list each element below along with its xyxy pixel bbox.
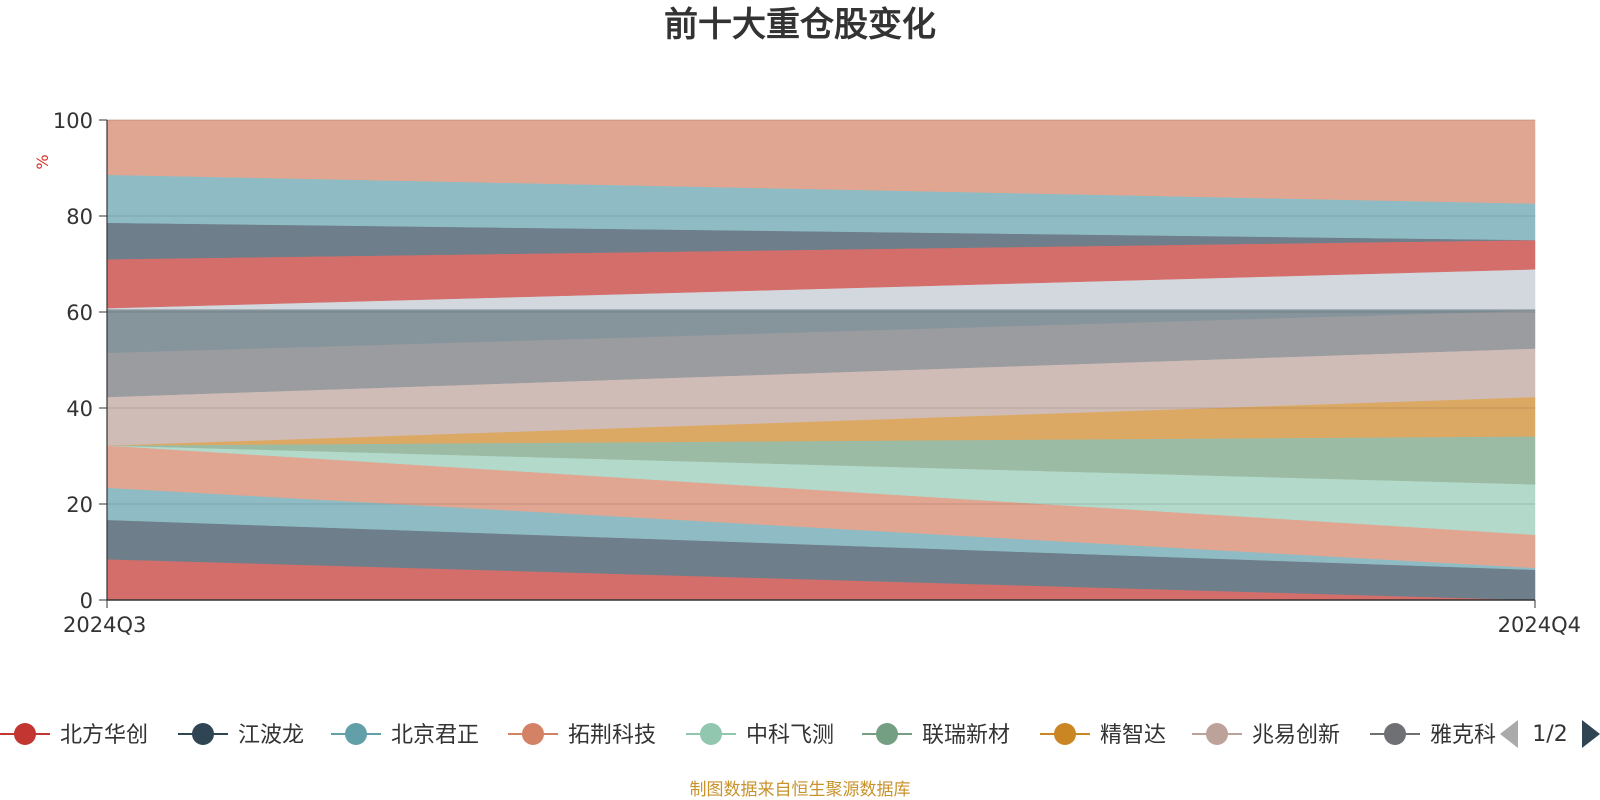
x-tick-label: 2024Q3 — [63, 613, 146, 637]
x-axis: 2024Q3 2024Q4 — [63, 599, 1581, 637]
legend-next-arrow-icon[interactable] — [1582, 720, 1600, 748]
legend: 北方华创 江波龙 北京君正 拓荆科技 中科飞测 联瑞新材 精智达 兆易创新 雅克科 — [0, 723, 1496, 748]
legend-item[interactable]: 北方华创 — [0, 723, 148, 748]
legend-marker-icon — [700, 723, 722, 745]
legend-marker-icon — [522, 723, 544, 745]
legend-marker-icon — [14, 723, 36, 745]
y-axis: 0 20 40 60 80 100 — [53, 109, 108, 613]
legend-marker-icon — [1206, 723, 1228, 745]
legend-item[interactable]: 江波龙 — [178, 723, 304, 748]
legend-label: 雅克科 — [1430, 723, 1496, 748]
legend-item[interactable]: 雅克科 — [1370, 723, 1496, 748]
legend-page-indicator: 1/2 — [1532, 722, 1567, 747]
legend-prev-arrow-icon[interactable] — [1500, 720, 1518, 748]
legend-marker-icon — [345, 723, 367, 745]
legend-item[interactable]: 中科飞测 — [686, 723, 834, 748]
y-tick-label: 100 — [53, 109, 93, 133]
legend-marker-icon — [876, 723, 898, 745]
legend-marker-icon — [1384, 723, 1406, 745]
legend-marker-icon — [192, 723, 214, 745]
legend-item[interactable]: 兆易创新 — [1192, 723, 1340, 748]
legend-label: 兆易创新 — [1252, 723, 1340, 748]
legend-item[interactable]: 联瑞新材 — [862, 723, 1010, 748]
legend-item[interactable]: 精智达 — [1040, 723, 1166, 748]
gridlines — [107, 119, 1535, 505]
chart-title: 前十大重仓股变化 — [664, 5, 936, 45]
legend-label: 精智达 — [1100, 723, 1166, 748]
legend-label: 江波龙 — [238, 723, 304, 748]
legend-label: 联瑞新材 — [922, 723, 1010, 748]
legend-label: 北京君正 — [391, 723, 479, 748]
y-tick-label: 0 — [80, 589, 93, 613]
legend-item[interactable]: 北京君正 — [331, 723, 479, 748]
data-source-note: 制图数据来自恒生聚源数据库 — [690, 780, 911, 800]
y-axis-unit: % — [33, 154, 52, 169]
area-bands — [106, 119, 1536, 601]
legend-label: 北方华创 — [60, 723, 148, 748]
legend-item[interactable]: 拓荆科技 — [508, 723, 656, 748]
legend-label: 中科飞测 — [746, 723, 834, 748]
legend-marker-icon — [1054, 723, 1076, 745]
legend-label: 拓荆科技 — [568, 723, 656, 748]
y-tick-label: 60 — [66, 301, 93, 325]
y-tick-label: 40 — [66, 397, 93, 421]
legend-pager: 1/2 — [1500, 720, 1600, 748]
x-tick-label: 2024Q4 — [1498, 613, 1581, 637]
y-tick-label: 80 — [66, 205, 93, 229]
y-tick-label: 20 — [66, 493, 93, 517]
